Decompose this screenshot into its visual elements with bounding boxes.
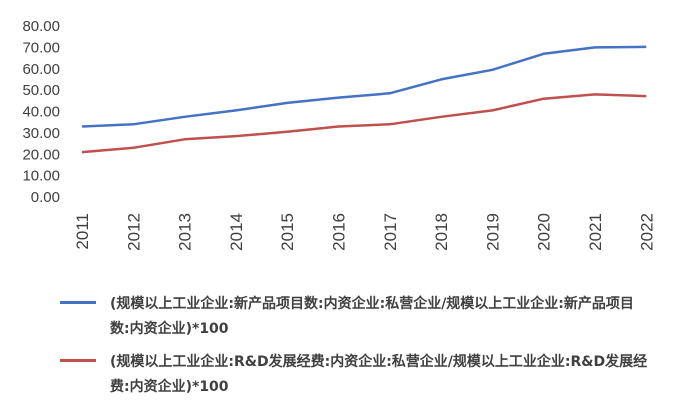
y-tick-label: 10.00: [22, 168, 60, 185]
x-tick-label: 2015: [278, 213, 297, 251]
y-tick-label: 40.00: [22, 104, 60, 121]
y-tick-label: 0.00: [31, 189, 60, 206]
y-tick-label: 50.00: [22, 82, 60, 99]
line-chart: 0.00 10.00 20.00 30.00 40.00 50.00 60.00 70.00 8…: [22, 18, 656, 251]
legend-label-2: (规模以上工业企业:R&D发展经费:内资企业:私营企业/规模以上工业企业:R&D…: [110, 354, 648, 395]
series-line-1: [81, 45, 647, 128]
x-tick-label: 2020: [535, 213, 554, 251]
y-tick-label: 80.00: [22, 18, 60, 35]
x-tick-label: 2017: [381, 213, 400, 251]
x-tick-label: 2019: [483, 213, 502, 251]
legend-swatch-1: [60, 301, 96, 304]
x-tick-label: 2021: [586, 213, 605, 251]
x-tick-label: 2011: [73, 213, 92, 250]
x-tick-label: 2014: [227, 213, 246, 251]
x-tick-label: 2016: [330, 213, 349, 251]
x-tick-label: 2012: [124, 213, 143, 251]
legend: (规模以上工业企业:新产品项目数:内资企业:私营企业/规模以上工业企业:新产品项…: [60, 292, 660, 404]
legend-label-1: (规模以上工业企业:新产品项目数:内资企业:私营企业/规模以上工业企业:新产品项…: [110, 296, 634, 337]
y-tick-label: 30.00: [22, 125, 60, 142]
x-tick-label: 2013: [176, 213, 195, 251]
y-tick-label: 20.00: [22, 146, 60, 163]
series-line-2: [81, 93, 647, 154]
y-axis: 0.00 10.00 20.00 30.00 40.00 50.00 60.00 70.00 8…: [22, 18, 60, 206]
x-axis: 2011 2012 2013 2014 2015 2016 2017 2018 2019 2020…: [73, 213, 656, 251]
plot-area: [81, 45, 647, 154]
y-tick-label: 60.00: [22, 61, 60, 78]
legend-swatch-2: [60, 359, 96, 362]
x-tick-label: 2018: [432, 213, 451, 251]
y-tick-label: 70.00: [22, 39, 60, 56]
x-tick-label: 2022: [637, 213, 656, 251]
